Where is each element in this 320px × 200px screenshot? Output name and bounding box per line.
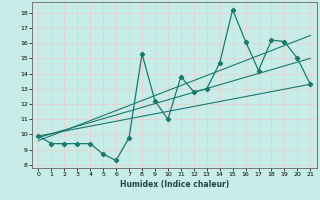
X-axis label: Humidex (Indice chaleur): Humidex (Indice chaleur) [120,180,229,189]
